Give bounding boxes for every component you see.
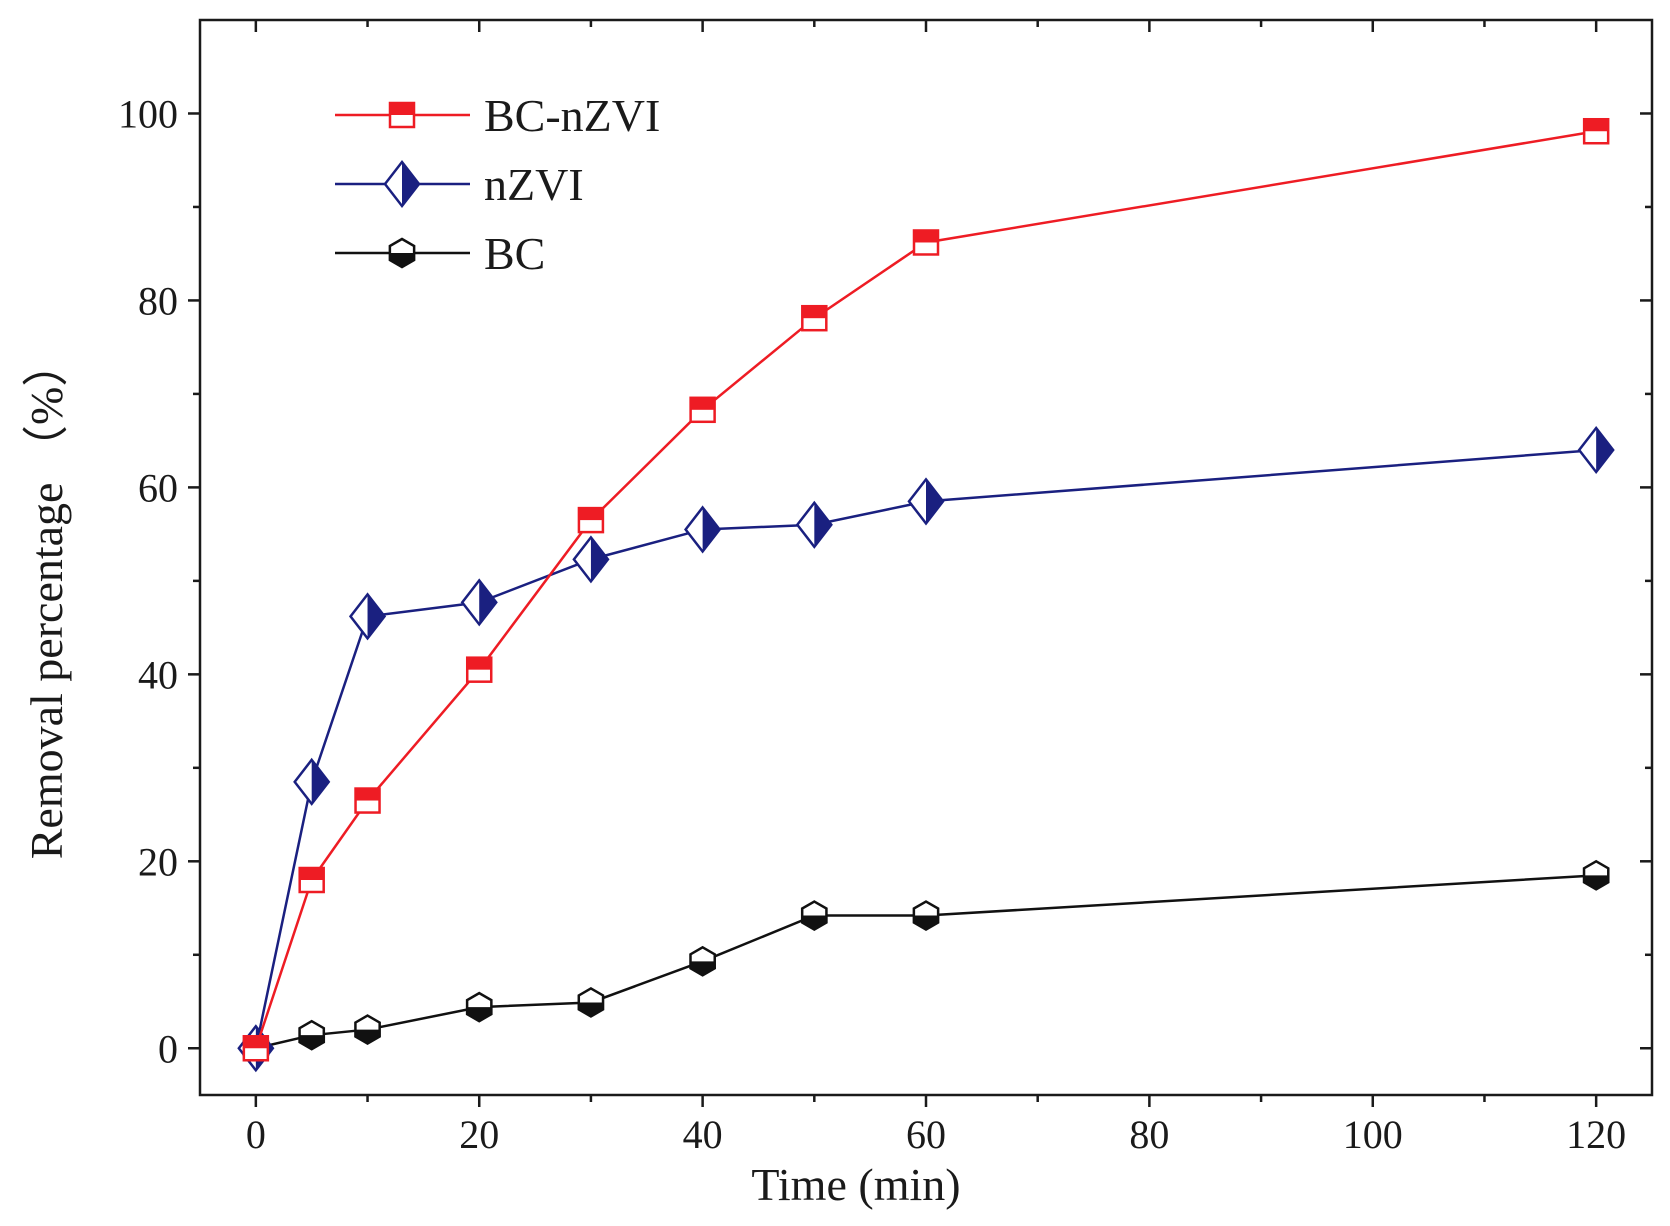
data-point-nzvi-fill [367, 594, 385, 639]
data-point-bc-nzvi-fill [802, 306, 827, 319]
data-point-nzvi-fill [479, 580, 497, 625]
legend-label: BC-nZVI [484, 90, 660, 141]
legend-item-bc-nzvi: BC-nZVI [335, 90, 660, 141]
series-line-nzvi [254, 448, 1597, 1049]
legend-label: nZVI [484, 159, 584, 210]
data-point-nzvi-fill [814, 502, 832, 547]
x-tick-label: 120 [1566, 1112, 1626, 1157]
x-tick-label: 60 [906, 1112, 946, 1157]
axis-ticks [188, 20, 1652, 1107]
series-bc-nzvi [242, 117, 1610, 1062]
data-point-bc-nzvi-fill [1584, 119, 1609, 132]
data-point-bc-fill [467, 1007, 492, 1022]
legend-item-nzvi: nZVI [335, 159, 584, 210]
y-tick-label: 80 [138, 278, 178, 323]
x-tick-label: 80 [1129, 1112, 1169, 1157]
y-tick-label: 0 [158, 1026, 178, 1071]
data-point-bc-nzvi-fill [914, 230, 938, 243]
legend-marker-nzvi-fill [402, 162, 419, 206]
data-point-nzvi-fill [1596, 428, 1614, 472]
y-axis-title: Removal percentage （%） [21, 341, 72, 860]
y-tick-label: 20 [138, 839, 178, 884]
data-point-nzvi-fill [926, 479, 943, 524]
x-tick-label: 100 [1343, 1112, 1403, 1157]
legend: BC-nZVI nZVI BC [335, 90, 660, 279]
data-point-bc-fill [690, 961, 715, 976]
legend-label: BC [484, 228, 545, 279]
data-point-bc-nzvi-fill [243, 1036, 268, 1049]
data-point-bc-fill [1584, 875, 1609, 890]
data-point-bc-fill [299, 1035, 324, 1050]
data-point-bc-fill [802, 915, 827, 930]
data-point-nzvi-fill [311, 759, 329, 804]
series-layer [237, 117, 1615, 1073]
data-point-bc-nzvi-fill [299, 868, 324, 880]
data-point-bc-fill [913, 915, 939, 930]
data-point-bc-fill [355, 1029, 380, 1044]
y-tick-label: 60 [138, 465, 178, 510]
data-point-nzvi-fill [590, 537, 608, 582]
legend-marker-bc-nzvi-fill [390, 103, 414, 115]
x-tick-label: 20 [459, 1112, 499, 1157]
data-point-bc-nzvi-fill [690, 397, 715, 410]
series-bc [242, 859, 1610, 1064]
x-tick-labels: 0 20 40 60 80 100 120 [246, 1112, 1626, 1157]
data-point-bc-nzvi-fill [467, 657, 492, 670]
y-tick-labels: 0 20 40 60 80 100 [118, 91, 178, 1071]
series-nzvi [237, 425, 1615, 1073]
x-axis-title: Time (min) [751, 1159, 960, 1210]
legend-marker-bc-fill [389, 253, 415, 267]
data-point-nzvi-fill [702, 507, 720, 552]
x-tick-label: 0 [246, 1112, 266, 1157]
data-point-bc-fill [578, 1002, 604, 1017]
data-point-bc-nzvi-fill [578, 508, 603, 521]
y-tick-label: 40 [138, 652, 178, 697]
x-tick-label: 40 [683, 1112, 723, 1157]
data-point-bc-nzvi-fill [355, 788, 380, 801]
legend-item-bc: BC [335, 228, 545, 279]
y-tick-label: 100 [118, 91, 178, 136]
